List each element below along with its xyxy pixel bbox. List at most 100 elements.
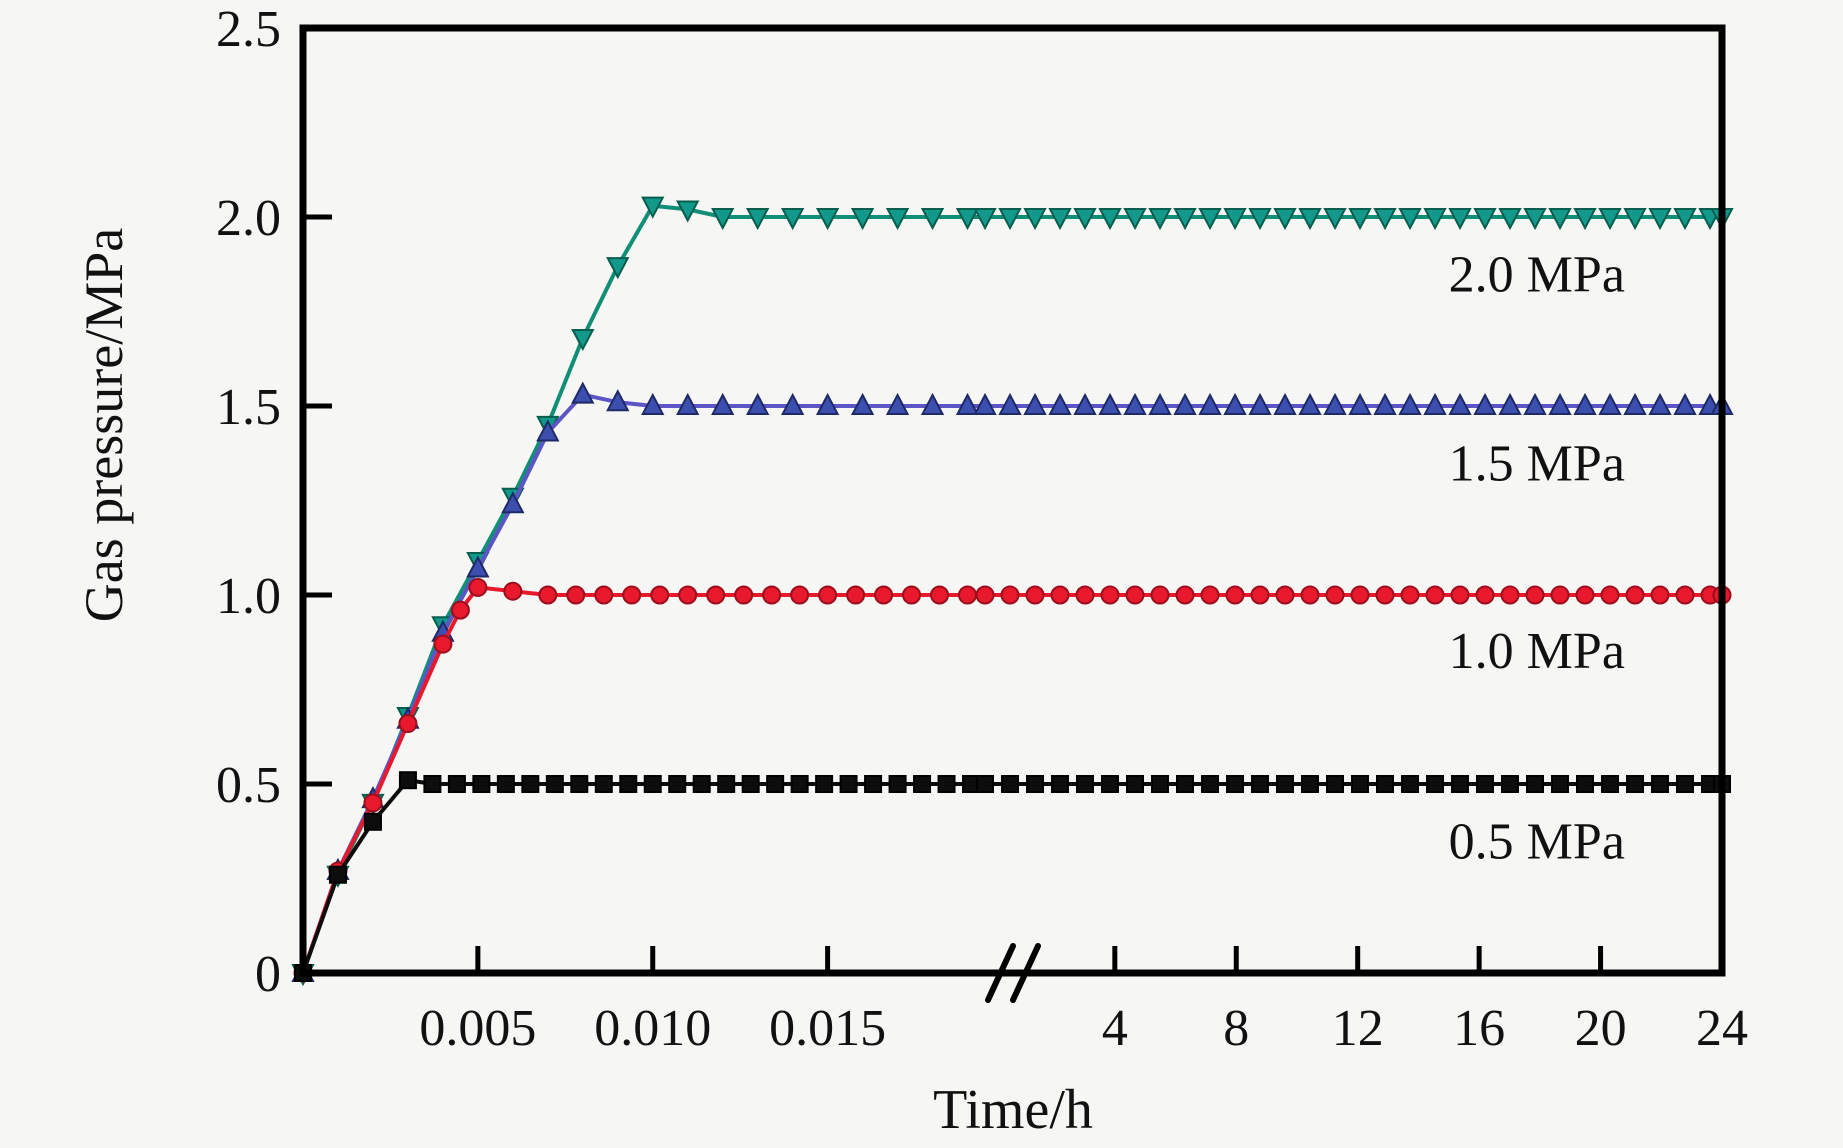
data-point-marker <box>1148 208 1172 231</box>
data-point-marker <box>1451 775 1470 793</box>
data-point-marker <box>1300 585 1320 605</box>
data-point-marker <box>1073 392 1097 415</box>
data-point-marker <box>780 392 805 415</box>
data-point-marker <box>1523 208 1547 231</box>
data-point-marker <box>1098 208 1122 231</box>
data-point-marker <box>466 555 490 578</box>
data-point-marker <box>1201 775 1220 793</box>
data-point-marker <box>1473 392 1497 415</box>
data-point-marker <box>1250 585 1270 605</box>
data-point-marker <box>1325 585 1345 605</box>
data-point-marker <box>1126 775 1145 793</box>
y-tick-label: 2.0 <box>216 190 281 247</box>
data-point-marker <box>1048 208 1072 231</box>
data-point-marker <box>650 585 670 605</box>
data-point-marker <box>1373 208 1397 231</box>
data-point-marker <box>846 585 866 605</box>
data-point-marker <box>1248 208 1272 231</box>
data-point-marker <box>423 775 442 793</box>
data-point-marker <box>1450 585 1470 605</box>
data-point-marker <box>668 775 687 793</box>
data-point-marker <box>1323 208 1347 231</box>
y-tick-label: 2.5 <box>216 1 281 58</box>
data-point-marker <box>1548 392 1572 415</box>
data-point-marker <box>1526 775 1545 793</box>
y-axis-title: Gas pressure/MPa <box>74 228 134 622</box>
data-point-marker <box>746 392 770 415</box>
data-point-marker <box>1401 775 1420 793</box>
series-labels: 2.0 MPa 1.5 MPa 1.0 MPa 0.5 MPa <box>1449 247 1625 871</box>
data-point-marker <box>1398 208 1422 231</box>
data-point-marker <box>1676 775 1695 793</box>
data-point-marker <box>1648 208 1672 231</box>
data-point-marker <box>815 392 840 415</box>
plot-frame <box>299 24 1726 977</box>
data-point-marker <box>885 208 910 231</box>
data-point-marker <box>1248 392 1272 415</box>
data-point-marker <box>930 585 950 605</box>
x-tick-label: 0.015 <box>769 1000 886 1057</box>
x-axis-ticks <box>475 946 1725 970</box>
data-point-marker <box>1275 585 1295 605</box>
data-point-marker <box>955 392 980 415</box>
data-point-marker <box>790 585 810 605</box>
data-point-marker <box>973 392 997 415</box>
series-annotation: 2.0 MPa <box>1449 247 1625 304</box>
series-layer <box>291 196 1734 987</box>
data-point-marker <box>571 381 595 404</box>
data-point-marker <box>1623 208 1647 231</box>
data-point-marker <box>815 208 840 231</box>
data-point-marker <box>1101 775 1120 793</box>
data-point-marker <box>1198 392 1222 415</box>
data-point-marker <box>746 208 770 231</box>
data-point-marker <box>1550 585 1570 605</box>
series-annotation: 1.5 MPa <box>1449 436 1625 493</box>
data-point-marker <box>1073 208 1097 231</box>
data-point-marker <box>1076 775 1095 793</box>
data-point-marker <box>1501 775 1520 793</box>
data-point-marker <box>920 392 945 415</box>
data-point-marker <box>1051 775 1070 793</box>
data-point-marker <box>606 389 630 412</box>
data-point-marker <box>1398 392 1422 415</box>
data-point-marker <box>1225 585 1245 605</box>
data-point-marker <box>1448 392 1472 415</box>
data-point-marker <box>1425 585 1445 605</box>
data-point-marker <box>398 714 418 734</box>
data-point-marker <box>1426 775 1445 793</box>
data-point-marker <box>496 775 515 793</box>
data-point-marker <box>1223 208 1247 231</box>
data-point-marker <box>1573 392 1597 415</box>
data-point-marker <box>622 585 642 605</box>
data-point-marker <box>1648 392 1672 415</box>
data-point-marker <box>790 775 809 793</box>
data-point-marker <box>536 419 560 442</box>
data-point-marker <box>920 208 945 231</box>
data-point-marker <box>1198 208 1222 231</box>
data-point-marker <box>1523 392 1547 415</box>
data-point-marker <box>1448 208 1472 231</box>
series-0.5-mpa <box>294 771 1731 982</box>
data-point-marker <box>1123 392 1147 415</box>
data-point-marker <box>1226 775 1245 793</box>
data-point-marker <box>676 200 700 223</box>
data-point-marker <box>717 775 736 793</box>
data-point-marker <box>1551 775 1570 793</box>
data-point-marker <box>1650 585 1670 605</box>
data-point-marker <box>1498 392 1522 415</box>
x-tick-label: 20 <box>1575 1000 1627 1057</box>
data-point-marker <box>1175 585 1195 605</box>
data-point-marker <box>1098 392 1122 415</box>
data-point-marker <box>1251 775 1270 793</box>
data-point-marker <box>450 600 470 620</box>
data-point-marker <box>711 392 735 415</box>
data-point-marker <box>538 585 558 605</box>
data-point-marker <box>706 585 726 605</box>
series-annotation: 0.5 MPa <box>1449 814 1625 871</box>
data-point-marker <box>913 775 932 793</box>
data-point-marker <box>1148 392 1172 415</box>
data-point-marker <box>1050 585 1070 605</box>
data-point-marker <box>1548 208 1572 231</box>
data-point-marker <box>734 585 754 605</box>
series-annotation: 1.0 MPa <box>1449 623 1625 680</box>
